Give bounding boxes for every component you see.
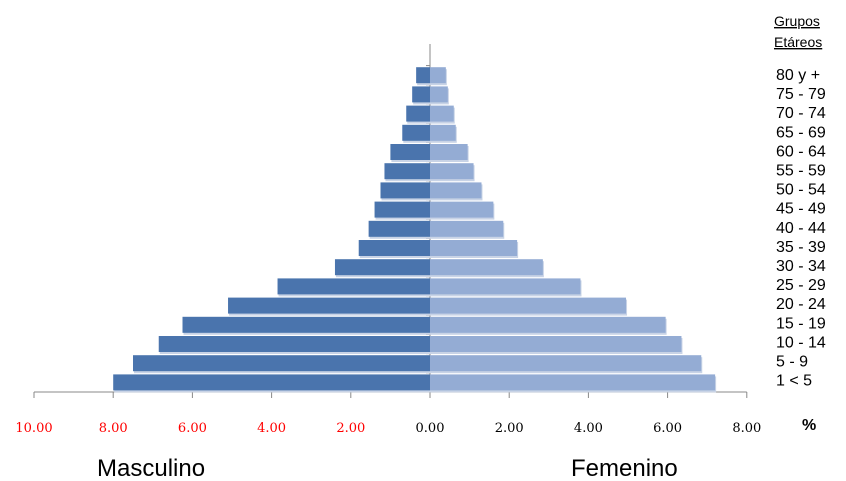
male-bar-15 <box>412 86 430 103</box>
legend-age-group: 80 y + <box>776 67 820 84</box>
legend-age-group: 20 - 24 <box>776 296 826 313</box>
legend-age-group: 15 - 19 <box>776 315 826 332</box>
x-tick-label-right: 0.00 <box>416 421 445 436</box>
legend-title-line-2: Etáreos <box>774 34 822 50</box>
female-bar-10 <box>430 182 482 199</box>
male-bar-11 <box>384 163 430 180</box>
legend-title-line-1: Grupos <box>774 13 820 29</box>
legend-age-group: 55 - 59 <box>776 163 826 180</box>
x-tick-label-right: 6.00 <box>653 421 682 436</box>
male-bar-0 <box>113 374 430 391</box>
female-bar-13 <box>430 124 456 141</box>
female-bar-9 <box>430 201 494 218</box>
female-bar-15 <box>430 86 448 103</box>
legend-age-group: 30 - 34 <box>776 258 826 275</box>
male-bar-12 <box>390 144 430 160</box>
male-bar-5 <box>277 278 430 295</box>
bars <box>113 67 717 393</box>
legend-age-group: 35 - 39 <box>776 239 826 256</box>
unit-label: % <box>802 417 816 434</box>
legend-age-group: 25 - 29 <box>776 277 826 294</box>
legend-age-group: 45 - 49 <box>776 201 826 218</box>
legend-age-group: 1 < 5 <box>776 373 812 390</box>
x-tick-label-left: 4.00 <box>257 421 286 436</box>
x-tick-label-left: 2.00 <box>336 421 365 436</box>
x-tick-labels: 10.00 8.00 6.00 4.00 2.00 0.00 2.00 4.00 6.00 8.0… <box>15 421 761 436</box>
x-tick-label-left: 8.00 <box>99 421 128 436</box>
female-bar-6 <box>430 259 543 276</box>
x-tick-label-right: 4.00 <box>574 421 603 436</box>
male-bar-9 <box>374 201 430 218</box>
legend-age-group: 40 - 44 <box>776 220 826 237</box>
male-bar-13 <box>402 124 430 141</box>
male-bar-7 <box>358 240 430 256</box>
male-bar-8 <box>368 220 430 237</box>
male-bar-14 <box>406 105 430 122</box>
male-bar-10 <box>380 182 430 199</box>
legend-age-group: 5 - 9 <box>776 354 808 371</box>
x-tick-label-left: 6.00 <box>178 421 207 436</box>
x-tick-label-left: 10.00 <box>15 421 52 436</box>
male-bar-6 <box>334 259 430 276</box>
male-bar-16 <box>416 67 430 84</box>
female-bar-5 <box>430 278 581 295</box>
legend-age-group: 75 - 79 <box>776 86 826 103</box>
female-bar-11 <box>430 163 474 180</box>
female-bar-16 <box>430 67 446 84</box>
female-bar-4 <box>430 297 627 314</box>
female-bar-2 <box>430 336 682 352</box>
male-label: Masculino <box>97 455 205 481</box>
male-bar-3 <box>182 316 430 333</box>
legend-age-group: 65 - 69 <box>776 124 826 141</box>
male-bar-2 <box>158 336 431 352</box>
x-tick-label-right: 8.00 <box>732 421 761 436</box>
female-label: Femenino <box>571 455 678 481</box>
female-bar-7 <box>430 240 518 256</box>
female-bar-14 <box>430 105 454 122</box>
female-bar-3 <box>430 316 666 333</box>
female-bar-12 <box>430 144 468 160</box>
legend-age-group: 10 - 14 <box>776 334 826 351</box>
age-group-legend: 80 y + 75 - 79 70 - 74 65 - 69 60 - 64 55 - 5… <box>776 67 826 390</box>
x-tick-label-right: 2.00 <box>495 421 524 436</box>
legend-age-group: 50 - 54 <box>776 182 826 199</box>
female-bar-0 <box>430 374 716 391</box>
male-bar-1 <box>133 355 430 372</box>
legend-age-group: 60 - 64 <box>776 143 826 160</box>
female-bar-1 <box>430 355 702 372</box>
legend-age-group: 70 - 74 <box>776 105 826 122</box>
male-bar-4 <box>228 297 430 314</box>
female-bar-8 <box>430 220 504 237</box>
